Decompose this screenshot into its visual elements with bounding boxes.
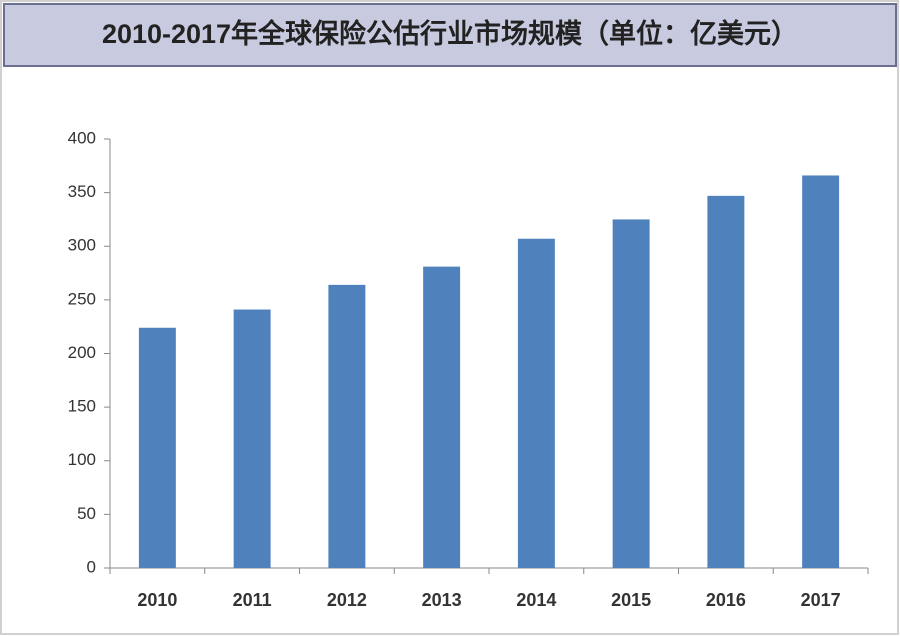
bar — [138, 327, 176, 568]
bar — [802, 175, 840, 568]
bar — [233, 309, 271, 568]
x-tick-label: 2012 — [327, 590, 367, 610]
y-tick-label: 300 — [68, 236, 96, 255]
bar — [612, 219, 650, 568]
y-tick-label: 250 — [68, 289, 96, 308]
chart-title: 2010-2017年全球保险公估行业市场规模（单位：亿美元） — [102, 18, 798, 49]
x-tick-label: 2011 — [233, 590, 272, 610]
y-tick-label: 350 — [68, 182, 96, 201]
x-tick-label: 2016 — [706, 590, 746, 610]
y-tick-label: 200 — [68, 343, 96, 362]
bar — [423, 266, 461, 568]
y-tick-label: 0 — [87, 557, 96, 576]
y-tick-label: 150 — [68, 397, 96, 416]
bar — [328, 284, 366, 568]
x-tick-label: 2017 — [801, 590, 841, 610]
bar — [517, 238, 555, 568]
y-tick-label: 100 — [68, 450, 96, 469]
x-tick-label: 2013 — [422, 590, 462, 610]
x-tick-label: 2014 — [516, 590, 556, 610]
bar — [707, 195, 745, 568]
title-bar — [3, 3, 897, 67]
y-tick-label: 400 — [68, 128, 96, 147]
x-tick-label: 2015 — [611, 590, 651, 610]
y-tick-label: 50 — [77, 504, 96, 523]
x-tick-label: 2010 — [137, 590, 177, 610]
